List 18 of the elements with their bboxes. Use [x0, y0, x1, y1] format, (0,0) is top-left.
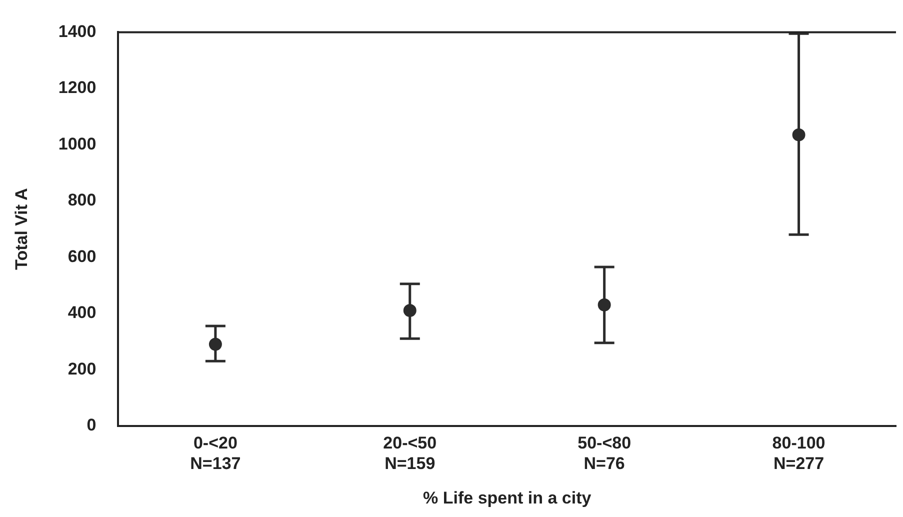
x-tick-label: 50-<80 N=76: [578, 434, 632, 474]
y-tick-label: 200: [68, 359, 96, 378]
y-tick-label: 400: [68, 303, 96, 322]
x-axis-title: % Life spent in a city: [423, 488, 592, 508]
y-tick-label: 800: [68, 190, 96, 210]
point: [598, 298, 611, 312]
x-tick-label: 80-100 N=277: [772, 434, 826, 474]
y-tick-label: 1400: [58, 22, 96, 41]
y-tick-label: 1000: [58, 134, 96, 154]
x-tick-label: 0-<20 N=137: [190, 434, 241, 474]
x-tick-label: 20-<50 N=159: [383, 434, 437, 474]
y-axis-title: Total Vit A: [12, 188, 31, 270]
point: [208, 338, 222, 351]
y-tick-label: 0: [86, 415, 96, 434]
point: [403, 304, 416, 318]
y-tick-label: 1200: [58, 78, 96, 98]
point: [792, 128, 806, 142]
y-tick-label: 600: [68, 246, 96, 266]
